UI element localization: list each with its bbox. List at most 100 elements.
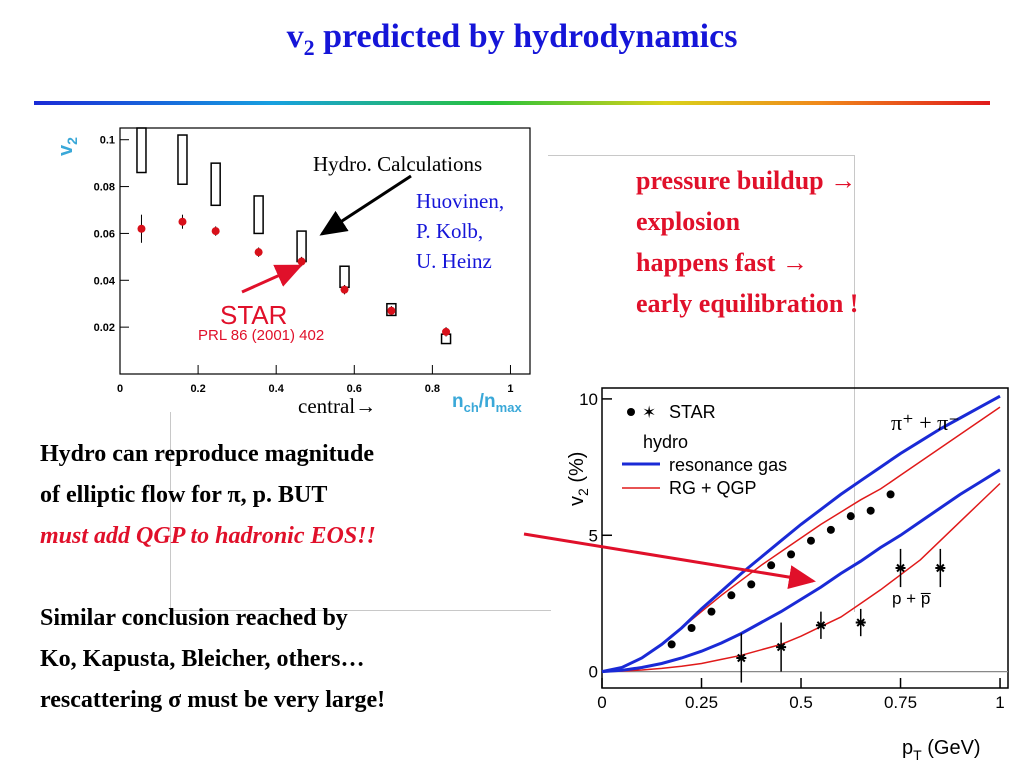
chart1-x-tick-label: 0 — [117, 383, 123, 395]
reference-label: PRL 86 (2001) 402 — [198, 327, 325, 344]
star-points — [137, 214, 451, 337]
chart1-axes — [119, 127, 531, 375]
proton-star-point — [776, 642, 787, 652]
title-text: predicted by hydrodynamics — [314, 18, 738, 55]
star-point — [297, 257, 306, 266]
pion-star-point — [687, 624, 696, 632]
pion-resonance-gas-curve — [601, 394, 1001, 674]
chart1-y-label: v2 — [55, 137, 80, 156]
chart1-y-tick-label: 0.04 — [94, 275, 116, 287]
pion-star-point — [727, 591, 736, 600]
body-paragraph-2: Similar conclusion reached by Ko, Kapust… — [40, 598, 385, 721]
chart1-tick-labels: 0 0.2 0.4 0.6 0.8 1 0.02 0.04 0.06 0.08 0.1 — [94, 135, 514, 395]
chart2-x-tick-label: 1 — [995, 693, 1004, 712]
star-point — [387, 306, 396, 315]
author-heinz: U. Heinz — [416, 249, 492, 273]
conclusion-line: explosion — [636, 207, 741, 236]
star-label: STAR — [220, 300, 288, 330]
chart2-y-label: v2 (%) — [566, 452, 591, 506]
legend-star-marker: ✶ — [642, 403, 656, 422]
rainbow-divider — [34, 101, 990, 105]
chart2-y-tick-label: 0 — [589, 663, 598, 682]
hydro-box — [253, 195, 264, 235]
proton-star-point — [895, 563, 906, 573]
chart1-y-tick-label: 0.06 — [94, 228, 115, 240]
pion-star-point — [707, 607, 716, 616]
title-subscript: 2 — [303, 34, 315, 60]
star-point — [211, 227, 220, 236]
conclusion-line: pressure buildup → — [636, 166, 857, 195]
background-frame — [548, 155, 855, 612]
legend-protons-label: p + p̅ — [892, 589, 931, 608]
legend-pion-marker — [627, 408, 635, 416]
authors-list: Huovinen, P. Kolb, U. Heinz — [416, 186, 504, 276]
star-point — [340, 285, 349, 294]
chart1-x-tick-label: 0.6 — [347, 383, 362, 395]
central-label: central→ — [298, 394, 377, 418]
chart1-x-tick-label: 0.2 — [190, 383, 205, 395]
legend-pions-label: π⁺ + π⁻ — [891, 410, 960, 435]
legend-hydro-label: hydro — [643, 432, 688, 452]
chart1-y-tick-label: 0.02 — [94, 322, 115, 334]
hydro-box — [210, 162, 221, 207]
author-huovinen: Huovinen, — [416, 189, 505, 213]
body-line: of elliptic flow for π, p. BUT — [40, 482, 328, 508]
chart2-x-tick-label: 0 — [597, 693, 606, 712]
chart1-x-tick-label: 0.8 — [425, 383, 440, 395]
chart1-y-tick-label: 0.08 — [94, 182, 115, 194]
proton-star-point — [855, 618, 866, 627]
pion-star-point — [846, 512, 855, 521]
author-kolb: P. Kolb, — [416, 219, 484, 243]
chart1-y-tick-label: 0.1 — [100, 135, 115, 147]
pion-star-point — [667, 640, 676, 649]
chart2-y-tick-label: 5 — [589, 526, 598, 545]
pion-star-point — [767, 561, 776, 570]
chart1-x-tick-label: 1 — [507, 383, 513, 395]
hydro-box — [339, 265, 350, 289]
chart2-x-tick-label: 0.75 — [884, 693, 917, 712]
proton-star-point — [935, 563, 946, 573]
v2-vs-centrality-chart: 0 0.2 0.4 0.6 0.8 1 0.02 0.04 0.06 0.08 0.1 v2 nch… — [55, 127, 531, 415]
star-point — [178, 217, 187, 226]
chart1-plot-frame — [119, 127, 531, 375]
body-line: rescattering σ must be very large! — [40, 687, 386, 713]
chart1-x-label: nch/nmax — [452, 391, 522, 415]
chart1-x-tick-label: 0.4 — [269, 383, 285, 395]
proton-star-point — [736, 653, 747, 663]
proton-resonance-gas-curve — [601, 468, 1001, 674]
body-line: Hydro can reproduce magnitude — [40, 441, 375, 467]
pion-star-point — [787, 550, 796, 559]
conclusion-line: happens fast → — [636, 248, 808, 277]
chart2-y-tick-label: 10 — [579, 390, 598, 409]
pion-star-point — [866, 506, 875, 515]
pion-star-point — [747, 580, 756, 589]
hydro-box — [177, 134, 188, 185]
hydro-curves — [601, 394, 1001, 674]
page-title: v2 predicted by hydrodynamics — [0, 18, 1024, 61]
legend-resonance-gas-label: resonance gas — [669, 455, 787, 475]
chart2-x-tick-label: 0.25 — [685, 693, 718, 712]
pion-star-point — [806, 536, 815, 545]
conclusion-list: pressure buildup → explosion happens fas… — [636, 160, 858, 324]
body-paragraph-1: Hydro can reproduce magnitude of ellipti… — [40, 434, 376, 557]
hydro-label: Hydro. Calculations — [313, 152, 483, 176]
body-emphasis-line: must add QGP to hadronic EOS!! — [40, 523, 376, 549]
star-point — [254, 248, 263, 257]
body-line: Ko, Kapusta, Bleicher, others… — [40, 646, 365, 672]
chart2-x-tick-label: 0.5 — [789, 693, 813, 712]
body-line: Similar conclusion reached by — [40, 605, 348, 631]
star-point — [137, 224, 146, 233]
proton-star-point — [815, 621, 826, 630]
background-frame — [170, 412, 551, 611]
legend-star-label: STAR — [669, 402, 716, 422]
title-v: v — [286, 18, 304, 55]
chart2-legend: ✶ STAR hydro resonance gas RG + QGP π⁺ +… — [622, 402, 960, 608]
star-point — [442, 327, 451, 336]
pion-star-point — [886, 490, 895, 499]
pion-star-point — [826, 525, 835, 534]
legend-rg-qgp-label: RG + QGP — [669, 478, 757, 498]
conclusion-line: early equilibration ! — [636, 289, 859, 318]
proton-rg-qgp-curve — [601, 482, 1001, 673]
